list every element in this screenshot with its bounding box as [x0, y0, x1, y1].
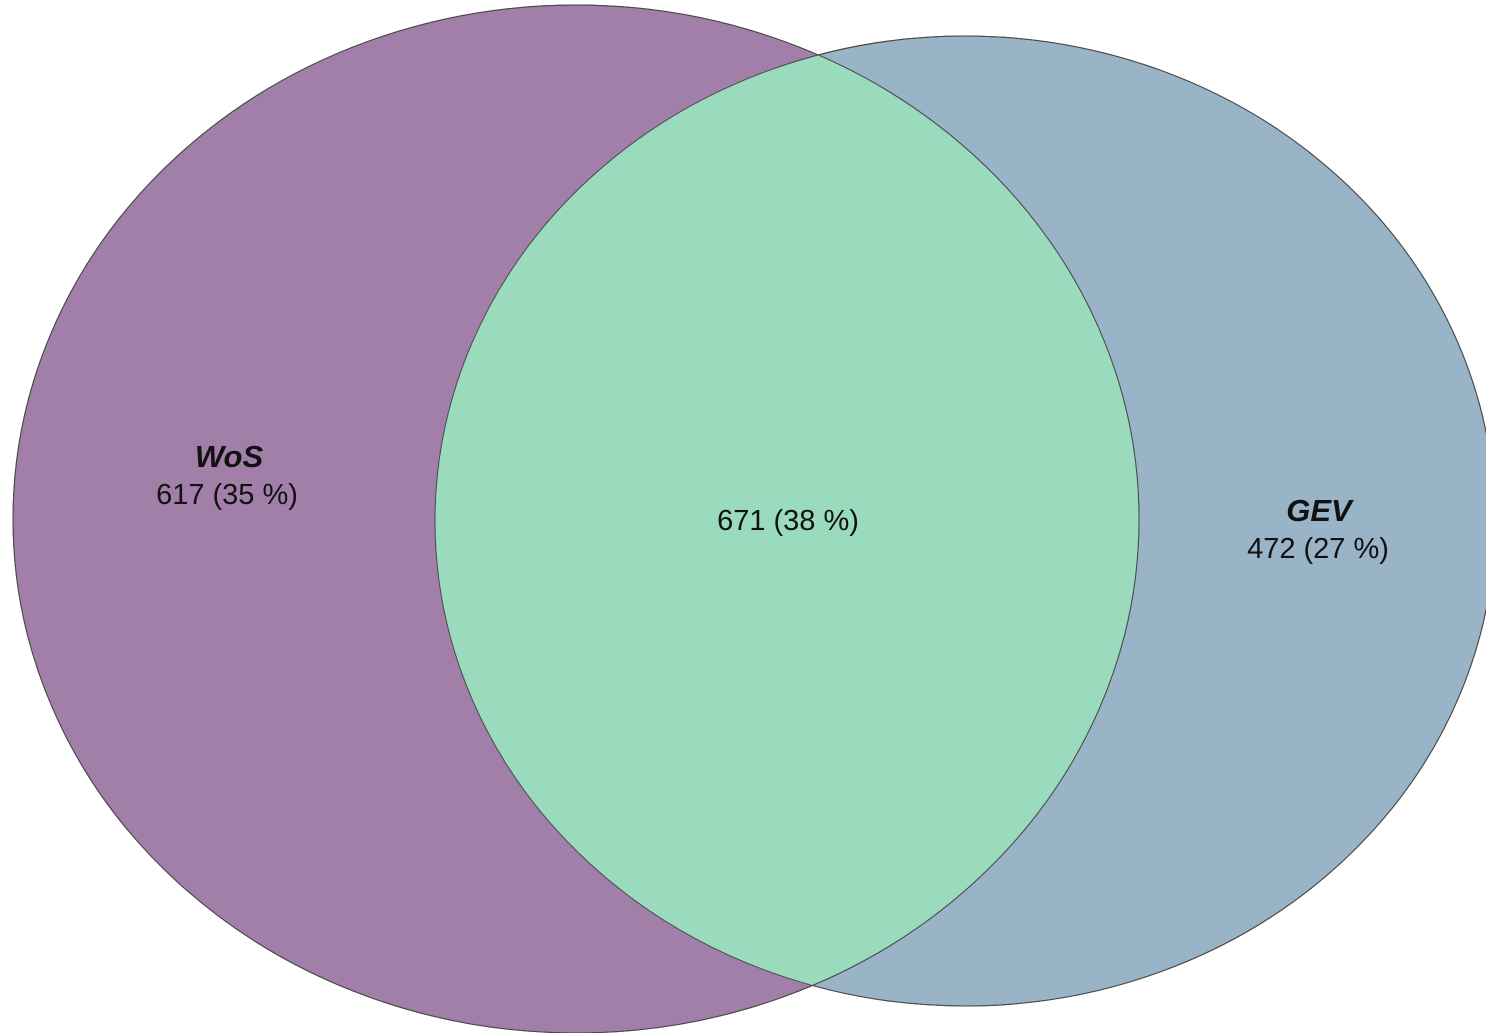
- gev-only-count: 472 (27 %): [1247, 533, 1389, 565]
- gev-set-label: GEV: [1286, 493, 1354, 528]
- wos-set-label: WoS: [195, 439, 264, 474]
- wos-outline: [12, 4, 1140, 1033]
- gev-outline: [434, 35, 1486, 1007]
- intersection-region: [435, 36, 1139, 1006]
- intersection-count: 671 (38 %): [717, 505, 859, 537]
- wos-only-count: 617 (35 %): [156, 479, 298, 511]
